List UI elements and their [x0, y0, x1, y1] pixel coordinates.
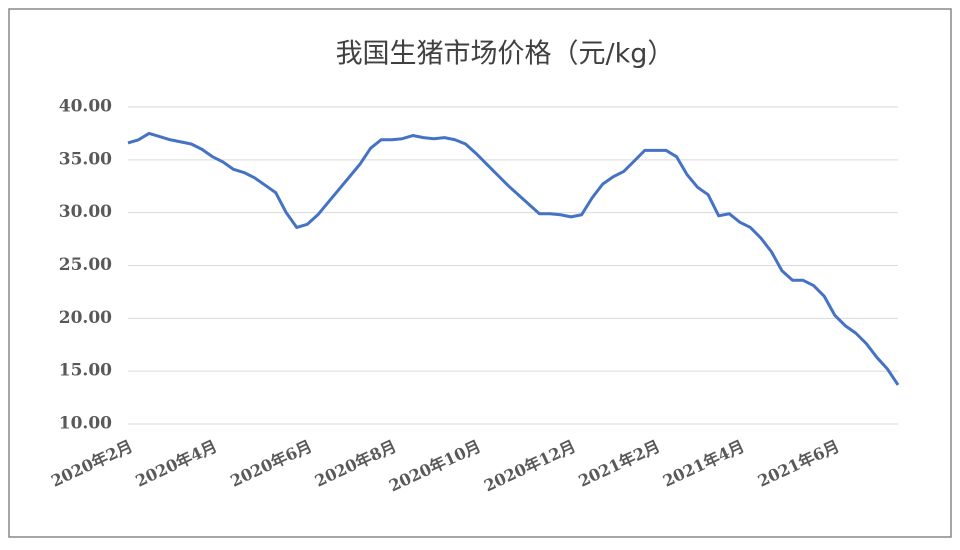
y-tick-label: 20.00	[59, 308, 112, 328]
y-tick-label: 10.00	[59, 414, 112, 434]
frame	[8, 8, 952, 538]
y-tick-label: 15.00	[59, 361, 112, 381]
y-tick-label: 40.00	[59, 97, 112, 117]
y-tick-label: 25.00	[59, 255, 112, 275]
y-tick-label: 30.00	[59, 202, 112, 222]
chart-title: 我国生猪市场价格（元/kg）	[336, 39, 675, 70]
y-tick-label: 35.00	[59, 149, 112, 169]
line	[127, 131, 900, 386]
